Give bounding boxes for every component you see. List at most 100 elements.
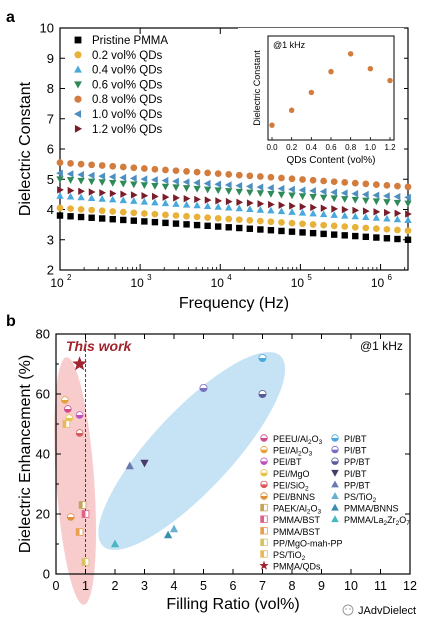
panel-a-point — [384, 208, 391, 217]
panel-a-inset-ylabel: Dielectric Constant — [252, 50, 262, 126]
panel-a-inset-point — [308, 89, 315, 96]
panel-a-point — [77, 206, 85, 213]
panel-b-legend-marker — [331, 457, 339, 465]
panel-a-point — [383, 235, 391, 242]
panel-a-point — [309, 221, 317, 228]
panel-a-point — [151, 218, 159, 226]
panel-a-xlabel: Frequency (Hz) — [179, 295, 289, 312]
panel-b-legend-marker — [260, 492, 268, 500]
panel-b-legend-text: PP/BT — [344, 457, 371, 467]
panel-a-series-1 — [56, 204, 412, 235]
panel-a-point — [383, 199, 391, 206]
panel-a-inset-xtick-label: 1.2 — [384, 143, 396, 152]
panel-b-legend-marker-fill — [260, 515, 264, 523]
panel-a-point — [288, 208, 296, 215]
panel-b-legend-text: PEI/Al — [273, 446, 298, 456]
panel-a-point — [404, 193, 411, 202]
panel-a-point — [109, 195, 117, 203]
panel-b-legend-text: PP/MgO-mah-PP — [273, 538, 343, 548]
panel-a-point — [109, 189, 117, 198]
panel-a-point — [394, 182, 401, 190]
panel-a-point — [183, 168, 190, 175]
panel-a-point — [341, 179, 349, 186]
panel-b-legend-marker-fill — [331, 449, 339, 453]
panel-a-point — [298, 208, 307, 216]
panel-a-point — [203, 186, 212, 194]
panel-b-xlabel: Filling Ratio (vol%) — [166, 596, 299, 613]
panel-a-point — [99, 189, 107, 197]
panel-b-legend-label: PS/TiO2 — [273, 550, 306, 562]
panel-a-legend-label: 0.6 vol% QDs — [92, 79, 163, 91]
panel-a-point — [214, 180, 222, 188]
panel-a-inset-xtick-label: 0.8 — [345, 143, 357, 152]
panel-a-point — [330, 211, 338, 218]
panel-b-legend-text: O — [302, 446, 309, 456]
panel-a-point — [320, 177, 327, 185]
panel-a-point — [109, 208, 117, 215]
panel-b-point — [199, 383, 208, 392]
panel-b-legend-text: O — [312, 434, 319, 444]
panel-a-xtick-label: 10 — [211, 276, 225, 290]
panel-a-point — [130, 217, 138, 224]
panel-a-point — [267, 184, 274, 192]
panel-a-point — [404, 216, 412, 223]
panel-a-point — [373, 208, 381, 216]
panel-b-point-fill — [82, 558, 86, 566]
panel-a-point — [362, 207, 370, 215]
panel-a-point — [299, 220, 306, 228]
panel-b-legend-label: PMMA/BST — [273, 515, 321, 525]
panel-a-point — [119, 163, 127, 171]
panel-a-point — [330, 222, 338, 230]
panel-a-point — [278, 201, 286, 209]
panel-a-point — [193, 221, 201, 229]
panel-b-annotation: @1 kHz — [360, 339, 403, 353]
panel-a-xtick-exponent: 4 — [227, 273, 232, 282]
panel-a-ytick-label: 8 — [47, 81, 54, 96]
panel-b-legend: PEEU/Al2O3PEI/Al2O3PEI/BTPEI/MgOPEI/SiO2… — [259, 434, 410, 572]
panel-a-point — [235, 204, 243, 212]
panel-b-legend-marker — [260, 445, 268, 454]
panel-a-point — [162, 166, 169, 174]
panel-b-legend-label: PMMA/BNNS — [344, 504, 399, 514]
panel-a-point — [404, 236, 412, 243]
panel-a-point — [172, 184, 180, 192]
panel-a-point — [288, 192, 296, 200]
panel-b-legend-marker — [331, 434, 339, 442]
panel-a-point — [404, 200, 412, 208]
panel-a-point — [172, 212, 180, 219]
panel-a-point — [319, 187, 327, 196]
panel-a-point — [88, 214, 95, 221]
panel-a-point — [225, 197, 233, 206]
panel-b-point — [61, 396, 69, 404]
watermark-text: JAdvDielect — [358, 605, 416, 617]
panel-a-point — [256, 190, 265, 198]
panel-a-point — [98, 172, 106, 180]
panel-a-point — [257, 217, 264, 225]
panel-a-point — [235, 181, 243, 190]
panel-b-xtick-label: 4 — [171, 579, 178, 593]
panel-a-inset-point — [288, 107, 295, 114]
panel-a-point — [236, 198, 244, 206]
panel-b-legend-marker — [260, 527, 268, 535]
panel-b-legend-label: PS/TiO2 — [344, 492, 377, 504]
panel-a-point — [245, 182, 253, 191]
panel-a-point — [352, 232, 359, 240]
panel-a-point — [214, 223, 222, 230]
panel-a-point — [129, 174, 137, 183]
panel-a-point — [162, 193, 170, 201]
panel-b-legend-text: 2 — [305, 485, 309, 492]
panel-a-point — [161, 199, 170, 207]
panel-a-point — [362, 197, 370, 205]
panel-a-point — [214, 203, 222, 210]
panel-b-point — [258, 389, 267, 398]
panel-a-point — [77, 170, 84, 179]
panel-b-legend-marker — [331, 445, 339, 454]
panel-a-point — [319, 210, 328, 218]
panel-a-point — [140, 175, 148, 183]
panel-a-point — [109, 216, 116, 223]
panel-a-xtick-label: 10 — [50, 276, 64, 290]
panel-a-inset-xlabel: QDs Content (vol%) — [287, 155, 376, 166]
panel-a-point — [309, 193, 317, 201]
panel-a-point — [320, 221, 327, 229]
